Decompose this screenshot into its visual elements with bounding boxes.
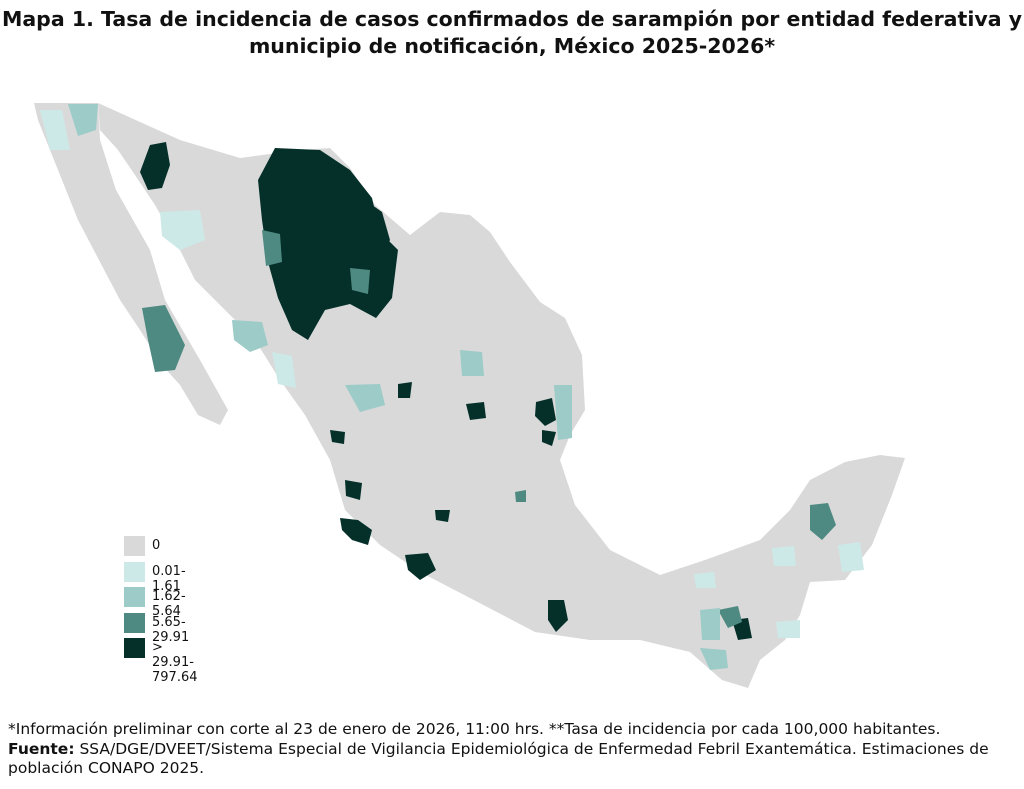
source-text: SSA/DGE/DVEET/Sistema Especial de Vigila… <box>8 739 989 778</box>
sonora-area <box>160 210 205 250</box>
baja-north-area <box>68 104 98 136</box>
nuevo-leon-area <box>460 350 484 376</box>
legend-label: 5.65-29.91 <box>152 614 190 645</box>
incidence-high-areas <box>142 230 836 628</box>
map-title: Mapa 1. Tasa de incidencia de casos conf… <box>0 6 1024 60</box>
chiapas-east-area <box>776 620 800 638</box>
yucatan-area <box>810 503 836 540</box>
tabasco-area <box>718 606 742 628</box>
coahuila-area <box>365 200 390 260</box>
chihuahua-west-area <box>262 230 282 266</box>
chiapas-west-area <box>700 608 720 640</box>
sinaloa-north-area <box>272 352 296 388</box>
durango-area <box>350 268 370 294</box>
michoacan-area <box>405 553 436 580</box>
zacatecas-west-area <box>345 384 385 412</box>
sinaloa-south-area <box>330 430 345 444</box>
jalisco-coast-area <box>340 518 372 545</box>
guanajuato-area <box>435 510 450 522</box>
baja-coast-area <box>40 110 70 150</box>
incidence-medium-areas <box>68 104 728 670</box>
veracruz-central-area <box>542 430 556 446</box>
map-title-line-2: municipio de notificación, México 2025-2… <box>248 34 776 58</box>
zacatecas-area <box>398 382 412 398</box>
legend-swatch <box>124 587 145 607</box>
chiapas-south-area <box>700 648 728 670</box>
baja-sur-area <box>142 305 185 372</box>
legend-label: 0 <box>152 538 161 553</box>
veracruz-area <box>694 572 716 588</box>
tabasco-east-area <box>772 546 796 566</box>
legend-label: 0.01-1.61 <box>152 563 186 594</box>
map-notes: *Información preliminar con corte al 23 … <box>8 720 1018 779</box>
legend-swatch <box>124 612 145 633</box>
legend-label: > 29.91-797.64 <box>152 640 198 685</box>
nayarit-area <box>345 480 362 500</box>
source-note: Fuente: SSA/DGE/DVEET/Sistema Especial d… <box>8 740 1018 779</box>
sinaloa-area <box>232 320 268 352</box>
legend-swatch <box>124 638 145 658</box>
veracruz-north-area <box>535 398 556 426</box>
sonora-northwest-area <box>140 142 170 190</box>
oaxaca-area <box>515 490 526 502</box>
tamaulipas-area <box>554 385 572 440</box>
potosi-area <box>466 402 486 420</box>
incidence-low-areas <box>40 110 864 638</box>
campeche-area <box>838 542 864 572</box>
mexico-choropleth-map <box>34 103 905 688</box>
legend-swatch <box>124 536 145 556</box>
preliminary-note: *Información preliminar con corte al 23 … <box>8 720 941 738</box>
legend-swatch <box>124 561 145 582</box>
guerrero-area <box>548 600 568 632</box>
map-title-line-1: Mapa 1. Tasa de incidencia de casos conf… <box>1 7 1023 31</box>
legend-label: 1.62-5.64 <box>152 589 186 619</box>
source-label: Fuente: <box>8 739 75 758</box>
